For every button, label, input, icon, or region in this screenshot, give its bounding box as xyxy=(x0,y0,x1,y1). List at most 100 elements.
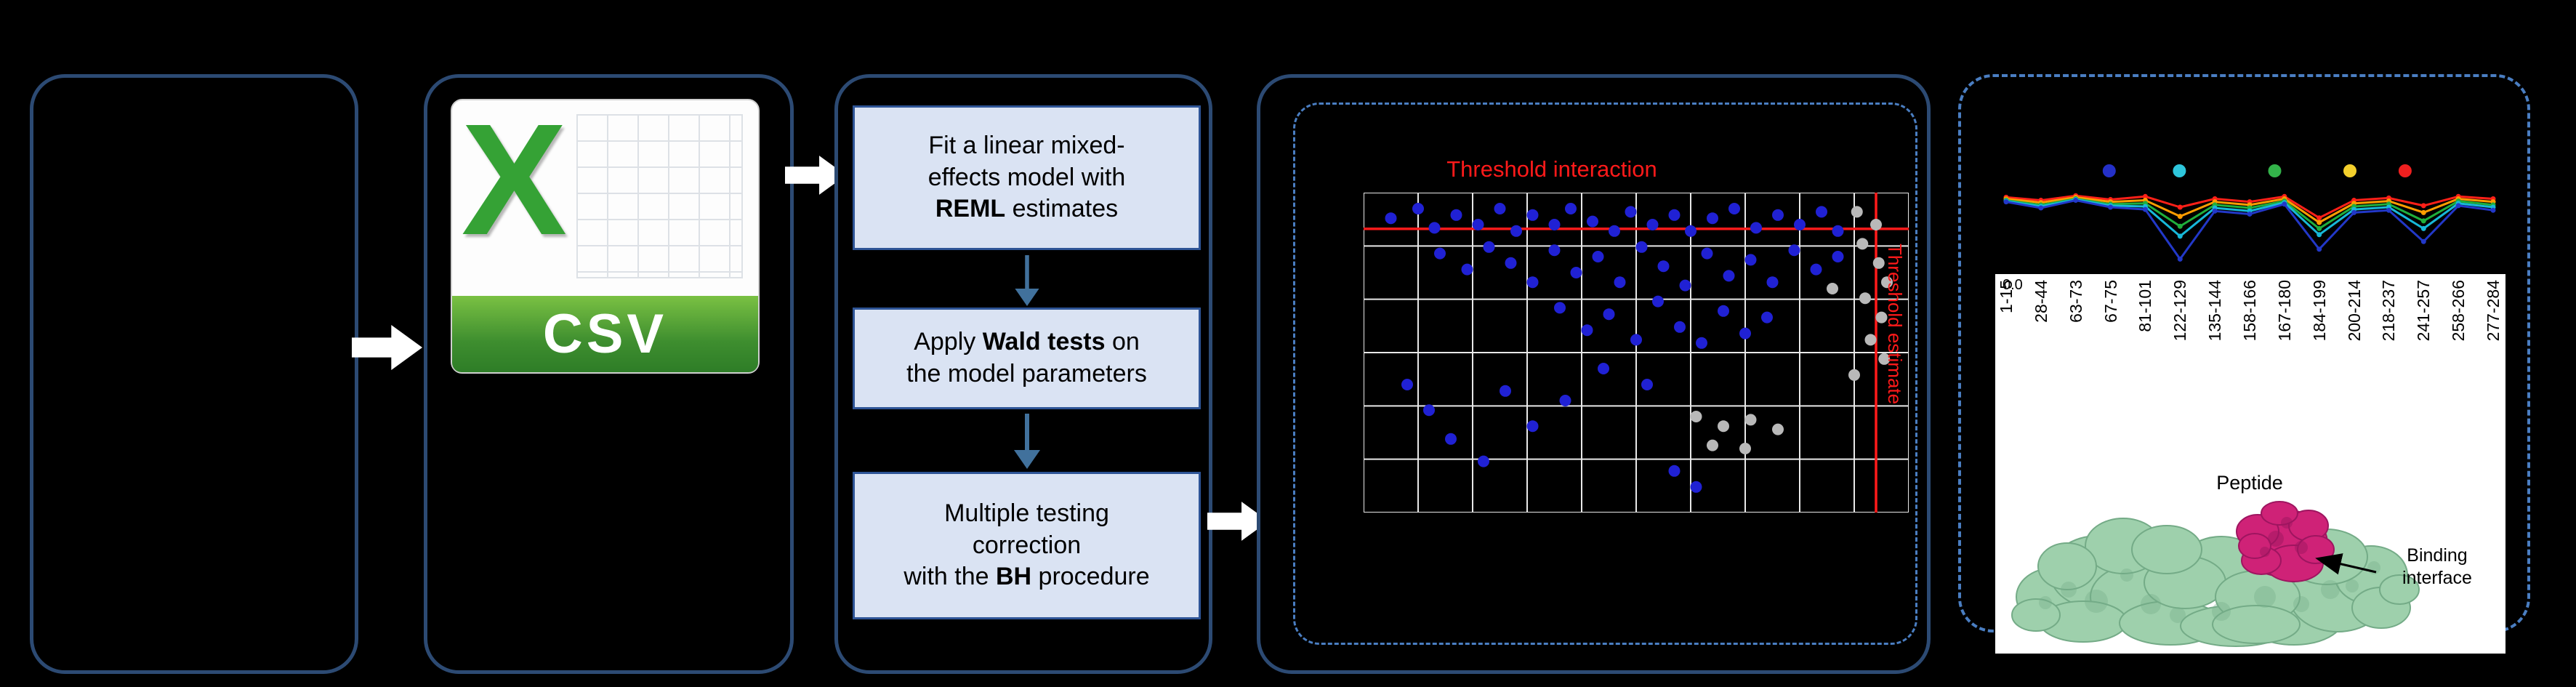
uptake-series-point xyxy=(2317,215,2322,221)
scatter-point xyxy=(1761,311,1773,324)
binding-region-shade xyxy=(2281,517,2293,529)
scatter-point xyxy=(1728,203,1740,214)
protein-surface-shade xyxy=(2061,582,2077,598)
uptake-series-point xyxy=(2317,232,2322,238)
uptake-series-point xyxy=(2003,199,2009,205)
scatter-point xyxy=(1505,257,1517,269)
uptake-line-chart xyxy=(2003,164,2496,262)
scatter-point xyxy=(1592,251,1604,262)
scatter-point xyxy=(1478,455,1489,467)
scatter-point xyxy=(1723,270,1735,282)
scatter-point xyxy=(1587,215,1598,228)
scatter-point xyxy=(1598,363,1609,374)
peptide-tick-label: 1-15 xyxy=(1997,280,2016,314)
scatter-point xyxy=(1614,276,1626,289)
protein-surface-blob xyxy=(2379,574,2420,605)
down-arrow-icon xyxy=(1014,414,1040,469)
uptake-series-point xyxy=(2142,193,2148,199)
scatter-point xyxy=(1851,206,1863,218)
timepoint-legend-dot xyxy=(2102,164,2116,177)
protein-surface-shade xyxy=(2293,596,2309,612)
protein-structure xyxy=(2011,501,2420,647)
scatter-point xyxy=(1685,225,1696,237)
uptake-series-point xyxy=(2177,214,2183,220)
scatter-point xyxy=(1827,283,1838,294)
uptake-series-point xyxy=(2420,238,2426,244)
scatter-point xyxy=(1565,203,1577,214)
binding-region-shade xyxy=(2268,531,2284,547)
protein-surface-shade xyxy=(2212,602,2231,621)
uptake-series-point xyxy=(2177,223,2183,229)
protein-surface-shade xyxy=(2170,607,2186,623)
scatter-point xyxy=(1739,443,1751,454)
uptake-series-point xyxy=(2317,225,2322,231)
annotation-arrow xyxy=(2315,553,2377,575)
scatter-point xyxy=(1750,222,1762,234)
scatter-point xyxy=(1668,465,1681,477)
scatter-point xyxy=(1657,260,1670,273)
scatter-point xyxy=(1668,209,1681,221)
uptake-series-point xyxy=(2386,207,2391,213)
uptake-series-point xyxy=(2177,256,2183,262)
scatter-point xyxy=(1548,244,1561,257)
uptake-series-point xyxy=(2142,206,2148,212)
protein-surface-shade xyxy=(2039,596,2052,609)
scatter-point xyxy=(1856,238,1869,250)
csv-banner-label: CSV xyxy=(452,296,758,372)
scatter-point xyxy=(1609,225,1620,237)
scatter-point xyxy=(1548,219,1561,230)
scatter-point xyxy=(1570,267,1582,278)
peptide-tick-label: 135-144 xyxy=(2205,280,2225,342)
uptake-series-point xyxy=(2108,204,2114,210)
scatter-point xyxy=(1500,385,1511,397)
scatter-point xyxy=(1718,305,1729,317)
scatter-point xyxy=(1707,212,1718,225)
scatter-point xyxy=(1832,225,1844,237)
peptide-tick-labels: 1-15 28-44 63-73 67-75 81-101 122-129 135-144 1… xyxy=(1995,280,2505,447)
scatter-point xyxy=(1401,379,1413,390)
excel-x-logo: X xyxy=(461,92,568,269)
peptide-tick-label: 184-199 xyxy=(2309,280,2329,342)
uptake-series-point xyxy=(2038,205,2044,211)
scatter-point xyxy=(1510,225,1522,237)
scatter-point xyxy=(1772,423,1784,435)
scatter-point xyxy=(1679,279,1691,292)
panel-csv-file: X CSV xyxy=(424,74,794,674)
uptake-series-point xyxy=(2212,208,2218,214)
scatter-point xyxy=(1428,222,1441,234)
binding-interface-annotation: Binding interface xyxy=(2402,545,2472,589)
protein-surface-blob xyxy=(2212,605,2301,644)
scatter-point xyxy=(1816,206,1827,218)
scatter-point xyxy=(1526,209,1539,221)
step-bh-text: Multiple testing correction with the BH … xyxy=(903,499,1150,591)
scatter-dashed-frame xyxy=(1293,103,1917,645)
panel-scatter-results: Threshold interaction Threshold estimate xyxy=(1257,74,1931,674)
scatter-point xyxy=(1581,324,1593,337)
peptide-tick-label: 122-129 xyxy=(2170,280,2190,342)
scatter-point xyxy=(1445,433,1457,445)
timepoint-legend-dot xyxy=(2268,164,2282,177)
threshold-estimate-label: Threshold estimate xyxy=(1884,244,1906,405)
step-wald-tests: Apply Wald tests on the model parameters xyxy=(853,308,1201,409)
scatter-point xyxy=(1635,241,1648,253)
protein-surface-blob xyxy=(2037,542,2097,590)
protein-surface-shade xyxy=(2085,590,2108,613)
scatter-point xyxy=(1641,379,1653,390)
uptake-series-point xyxy=(2420,218,2426,224)
y-axis-tick: 0.0 xyxy=(2003,277,2023,293)
scatter-point xyxy=(1630,334,1642,346)
panel-interpretation: 0.0 1-15 28-44 63-73 67-75 81-101 122-129 135-… xyxy=(1958,74,2530,654)
flow-arrow-icon xyxy=(352,324,422,371)
scatter-title: Threshold interaction xyxy=(1446,156,1657,182)
step-bh-correction: Multiple testing correction with the BH … xyxy=(853,472,1201,619)
scatter-point xyxy=(1881,276,1893,289)
scatter-point xyxy=(1848,369,1860,381)
binding-region-shade xyxy=(2260,547,2270,557)
uptake-series-point xyxy=(2073,198,2079,204)
protein-surface-shade xyxy=(2321,580,2340,599)
scatter-point xyxy=(1744,254,1757,266)
uptake-series-point xyxy=(2490,207,2496,213)
scatter-point xyxy=(1526,420,1539,433)
panel-input xyxy=(30,74,358,674)
